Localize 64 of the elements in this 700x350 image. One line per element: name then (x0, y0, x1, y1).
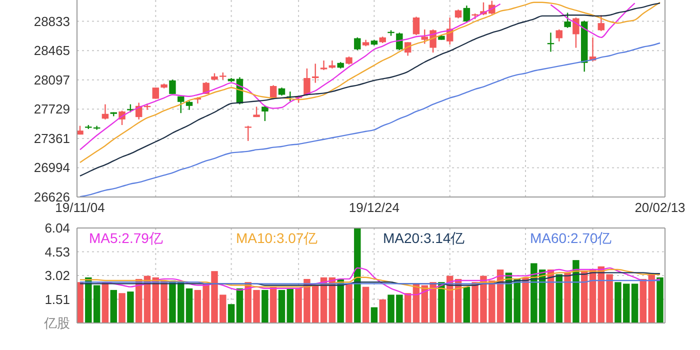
candlestick (178, 96, 184, 114)
line-series (79, 42, 661, 198)
bar (286, 288, 294, 323)
text: MA20:3.14亿 (383, 230, 465, 246)
candlestick (270, 84, 277, 99)
bar (463, 286, 470, 323)
text: MA5:2.79亿 (89, 230, 163, 246)
bar (127, 292, 134, 323)
candlestick (312, 63, 319, 84)
y-tick-label: 28833 (34, 14, 70, 29)
bar (370, 307, 378, 323)
bar (522, 277, 529, 323)
bar (572, 260, 580, 323)
bar (270, 286, 277, 323)
bar (438, 282, 445, 323)
candlestick (598, 14, 605, 32)
y-tick-label: 27729 (34, 102, 70, 117)
x-tick-label: 19/11/04 (55, 200, 105, 215)
y-tick-label: 28465 (34, 43, 70, 58)
candlestick (564, 12, 571, 28)
bar (118, 293, 126, 323)
candlestick (102, 104, 109, 120)
candlestick (354, 36, 361, 51)
x-tick-label: 20/02/13 (634, 200, 686, 215)
bar (337, 278, 344, 323)
candlestick (556, 28, 562, 42)
y-tick-label: 1.51 (44, 292, 70, 307)
y-tick-label: 26994 (34, 160, 70, 176)
bar (346, 284, 352, 323)
line-series (79, 268, 661, 291)
bar (186, 288, 193, 323)
y-tick-label: 28097 (34, 72, 70, 88)
y-tick-label: 6.04 (44, 220, 70, 236)
x-tick-label: 19/12/24 (348, 200, 400, 215)
candlestick (396, 32, 403, 51)
bar (556, 274, 562, 323)
bar (228, 304, 235, 323)
bar (354, 228, 361, 323)
text: MA10:3.07亿 (236, 230, 318, 246)
text: MA60:2.70亿 (530, 230, 612, 246)
y-tick-label: 27361 (34, 131, 70, 146)
bar (236, 288, 244, 323)
candlestick (463, 4, 470, 23)
bar (110, 290, 117, 323)
candlestick (169, 79, 176, 95)
bar (580, 271, 588, 323)
bar (404, 293, 412, 323)
bar (362, 286, 370, 323)
candlestick (412, 16, 420, 36)
candlestick (262, 105, 268, 122)
candlestick (304, 68, 310, 96)
y-tick-label: 4.53 (44, 244, 70, 260)
bar (379, 299, 386, 323)
bar (102, 282, 109, 323)
candlestick (244, 125, 252, 142)
bar (278, 290, 286, 323)
y-tick-label: 亿股 (43, 316, 70, 331)
bar (564, 272, 571, 323)
bar (631, 284, 638, 323)
bar (656, 277, 664, 323)
bar (262, 290, 268, 323)
candlestick (320, 60, 328, 71)
candlestick (572, 16, 580, 48)
y-tick-label: 3.02 (44, 268, 70, 284)
